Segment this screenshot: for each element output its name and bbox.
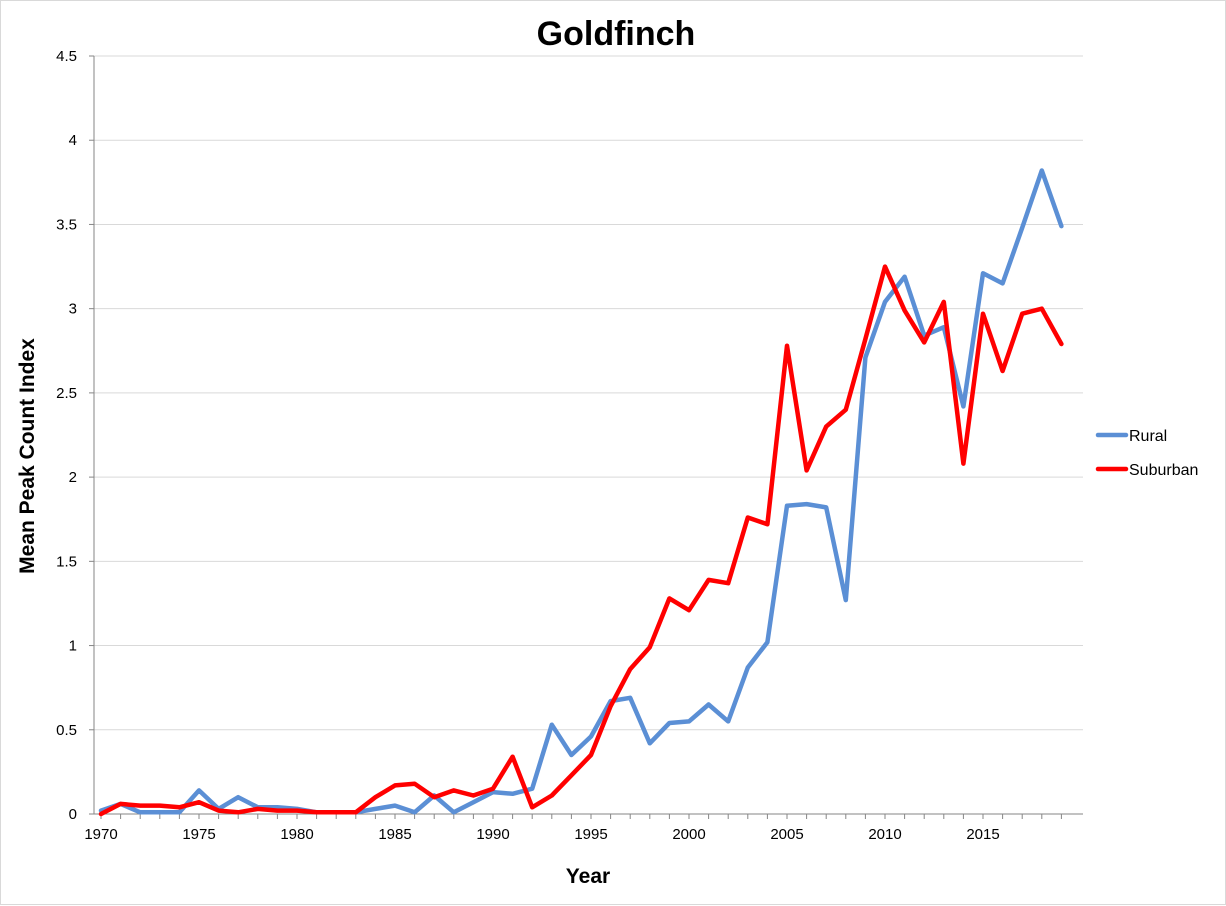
series-line-rural: [98, 168, 1064, 815]
y-tick-label: 1.5: [56, 553, 77, 570]
x-axis-title: Year: [566, 865, 610, 888]
x-tick-label: 1995: [574, 826, 607, 843]
legend-label: Suburban: [1129, 462, 1198, 479]
x-tick-label: 2015: [966, 826, 999, 843]
y-tick-label: 4.5: [56, 48, 77, 65]
y-tick-label: 2.5: [56, 385, 77, 402]
legend-label: Rural: [1129, 428, 1167, 445]
x-tick-label: 1975: [182, 826, 215, 843]
series-line-suburban: [98, 264, 1064, 817]
y-tick-label: 0.5: [56, 722, 77, 739]
y-axis-title: Mean Peak Count Index: [16, 338, 39, 574]
x-tick-label: 1970: [84, 826, 117, 843]
legend-item-suburban: Suburban: [1095, 462, 1198, 479]
y-tick-label: 0: [69, 806, 77, 823]
chart-title: Goldfinch: [537, 15, 696, 53]
x-tick-label: 2000: [672, 826, 705, 843]
y-tick-label: 3.5: [56, 216, 77, 233]
y-tick-label: 1: [69, 638, 77, 655]
x-tick-label: 1985: [378, 826, 411, 843]
x-tick-labels: 1970 1975 1980 1985 1990 1995 2000 2005 2010 2015: [84, 826, 999, 843]
x-tick-label: 2005: [770, 826, 803, 843]
x-tick-label: 1990: [476, 826, 509, 843]
axes: [89, 55, 1083, 819]
y-tick-label: 4: [69, 132, 77, 149]
y-tick-labels: 0 0.5 1 1.5 2 2.5 3 3.5 4 4.5: [56, 48, 77, 823]
gridlines: [94, 55, 1083, 731]
series-lines: [98, 168, 1064, 817]
y-tick-label: 3: [69, 301, 77, 318]
x-tick-label: 2010: [868, 826, 901, 843]
legend: Rural Suburban: [1095, 428, 1198, 479]
x-tick-label: 1980: [280, 826, 313, 843]
y-tick-label: 2: [69, 469, 77, 486]
legend-item-rural: Rural: [1095, 428, 1167, 445]
